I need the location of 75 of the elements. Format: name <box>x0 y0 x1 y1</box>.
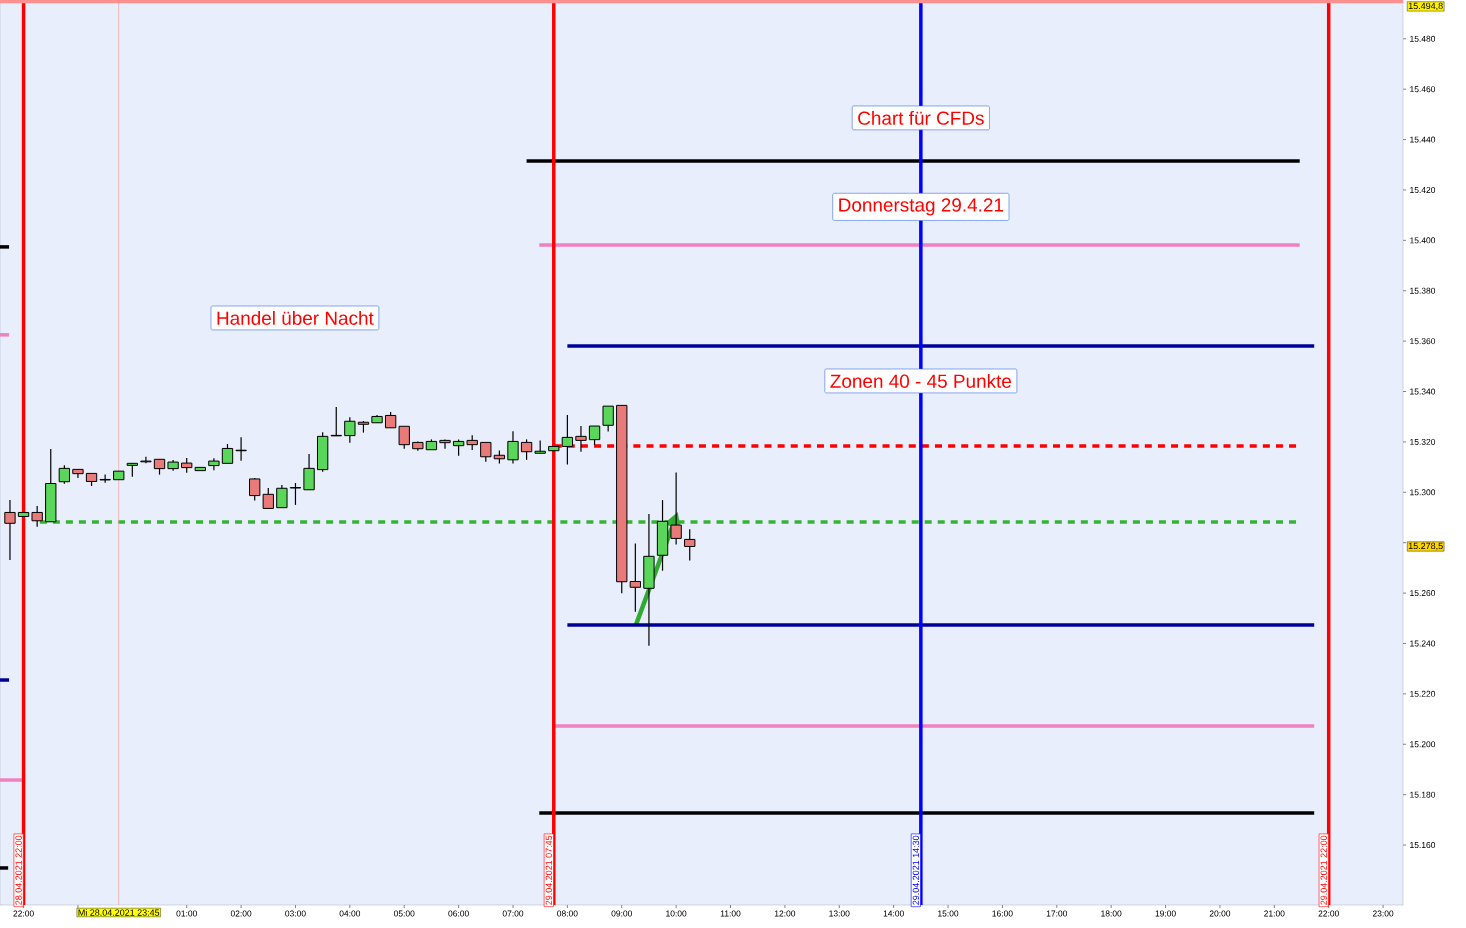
ref-line-label: 29.04.2021 07:45 <box>545 835 552 905</box>
x-tick-label: 04:00 <box>339 910 361 917</box>
x-tick-label: 23:00 <box>1372 910 1394 917</box>
x-tick-label: 10:00 <box>666 910 687 917</box>
x-tick-label: 03:00 <box>285 910 306 917</box>
x-tick-label: 01:00 <box>176 910 197 917</box>
x-tick-label: 05:00 <box>393 910 415 917</box>
x-tick-label: 13:00 <box>829 910 850 917</box>
x-tick-label: 22:00 <box>1318 910 1339 917</box>
y-tick-label: 15.380 <box>1410 287 1436 294</box>
x-tick-label: 18:00 <box>1101 910 1122 917</box>
candlestick <box>480 441 492 463</box>
ref-line-label: 29.04.2021 14:30 <box>912 835 920 905</box>
candlestick <box>507 430 519 465</box>
text: 15.278,5 <box>1408 542 1443 551</box>
candlestick <box>561 414 574 466</box>
y-tick-label: 15.160 <box>1410 842 1436 849</box>
x-tick-label: 09:00 <box>611 910 633 917</box>
candlestick <box>588 425 601 446</box>
candlestick <box>262 487 274 510</box>
candlestick <box>602 405 614 433</box>
y-tick-label: 15.400 <box>1410 237 1436 244</box>
candlestick <box>221 443 234 464</box>
candlestick <box>4 499 16 561</box>
candlestick <box>575 425 587 453</box>
candlestick <box>99 473 111 484</box>
x-tick-label: 07:00 <box>502 910 524 917</box>
x-tick-label: 11:00 <box>720 910 741 917</box>
y-tick-label: 15.240 <box>1410 640 1436 647</box>
y-tick-label: 15.440 <box>1410 136 1436 143</box>
ref-line-label: 29.04.2021 22:00 <box>1320 835 1327 905</box>
candlestick <box>303 453 315 491</box>
candlestick <box>629 542 642 613</box>
x-tick-label: 16:00 <box>992 910 1013 917</box>
annotation: Zonen 40 - 45 Punkte <box>830 373 1011 388</box>
y-tick-label: 15.340 <box>1410 388 1436 395</box>
y-tick-label: 15.480 <box>1410 35 1436 42</box>
ref-line-label: Mi 28.04.2021 23:45 <box>78 909 160 916</box>
y-tick-label: 15.220 <box>1410 690 1436 697</box>
x-tick-label: 21:00 <box>1264 910 1285 917</box>
x-tick-label: 14:00 <box>883 910 904 917</box>
y-tick-label: 15.200 <box>1410 741 1436 748</box>
x-tick-label: 15:00 <box>938 910 959 917</box>
candlestick <box>140 456 152 464</box>
candlestick <box>439 438 451 450</box>
y-tick-label: 15.260 <box>1410 590 1436 597</box>
candlestick <box>398 425 410 450</box>
y-tick-label: 15.360 <box>1410 338 1436 345</box>
candlestick <box>289 482 302 506</box>
annotation: Handel über Nacht <box>217 311 374 325</box>
y-tick-label: 15.320 <box>1410 438 1436 445</box>
candlestick <box>31 505 43 528</box>
x-tick-label: 17:00 <box>1046 910 1068 917</box>
y-tick-label: 15.180 <box>1410 791 1436 798</box>
candlestick <box>520 438 533 461</box>
x-tick-label: 06:00 <box>448 910 469 917</box>
candlestick <box>670 471 682 546</box>
annotation: Chart für CFDs <box>858 110 984 125</box>
annotation: Donnerstag 29.4.21 <box>839 198 1004 216</box>
x-tick-label: 22:00 <box>13 910 34 917</box>
ref-line-label: 28.04.2021 22:00 <box>15 835 22 905</box>
candlestick <box>344 416 356 444</box>
candlestick <box>276 484 288 509</box>
x-tick-label: 08:00 <box>557 910 578 917</box>
candlestick <box>58 464 71 485</box>
candlestick <box>684 528 696 562</box>
x-tick-label: 02:00 <box>230 910 252 917</box>
ref-line-label: 15.494,8 <box>1408 2 1443 11</box>
y-tick-label: 15.420 <box>1410 186 1436 193</box>
x-tick-label: 12:00 <box>774 910 796 917</box>
x-tick-label: 19:00 <box>1155 910 1176 917</box>
y-tick-label: 15.460 <box>1410 86 1436 93</box>
y-tick-label: 15.300 <box>1410 489 1436 496</box>
x-tick-label: 20:00 <box>1209 910 1231 917</box>
candlestick <box>330 406 342 437</box>
